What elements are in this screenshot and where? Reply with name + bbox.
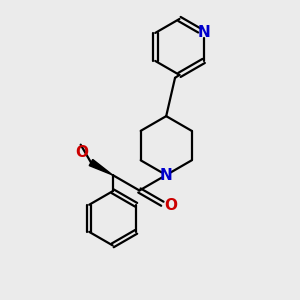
Text: O: O: [165, 198, 178, 213]
Text: N: N: [197, 26, 210, 40]
Text: N: N: [160, 167, 172, 182]
Polygon shape: [89, 160, 112, 175]
Text: O: O: [75, 145, 88, 160]
